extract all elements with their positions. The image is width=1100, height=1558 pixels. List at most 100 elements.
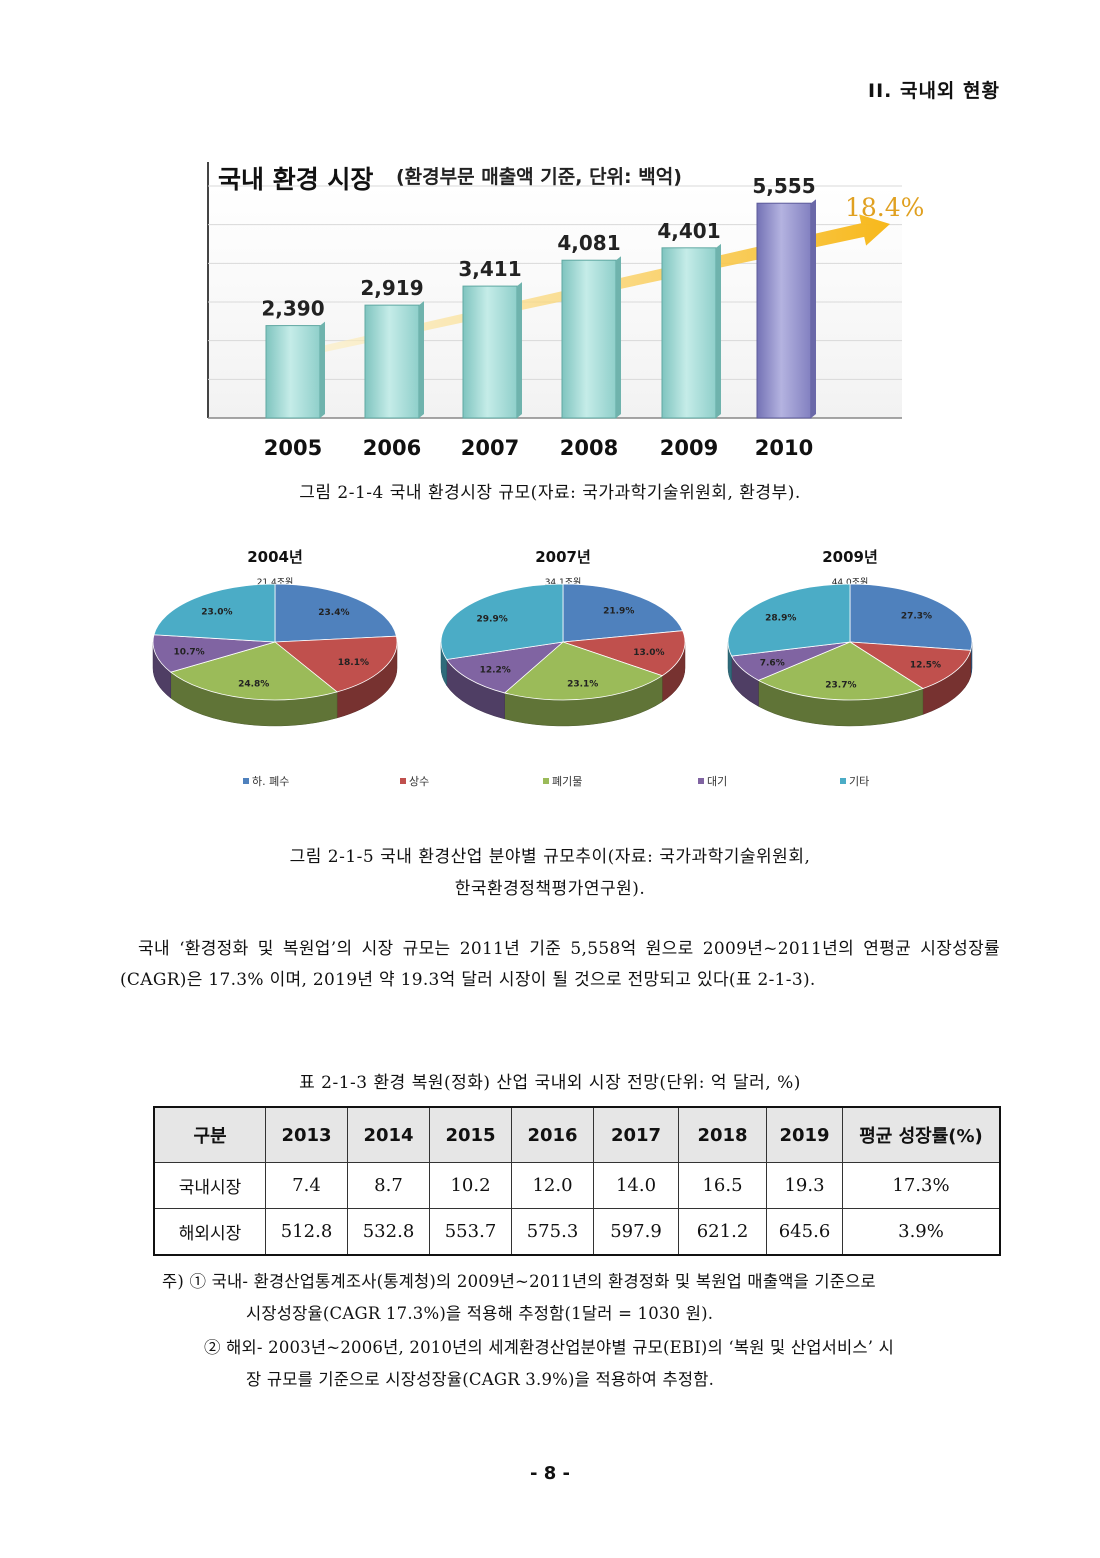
figure-caption-2-line2: 한국환경정책평가연구원).	[454, 879, 646, 899]
pie-total: 44.0조원	[832, 577, 869, 588]
table-cell: 3.9%	[842, 1208, 1001, 1256]
table-header-cell: 2019	[766, 1106, 843, 1163]
bar-value-label: 4,081	[557, 231, 620, 255]
table-cell: 12.0	[511, 1162, 594, 1209]
pie-slice-상수	[273, 635, 398, 693]
pie-slice-폐기물	[503, 641, 664, 701]
x-tick-label: 2008	[560, 436, 618, 460]
pie-slice-대기	[152, 634, 276, 673]
table-header-row: 구분 2013 2014 2015 2016 2017 2018 2019 평균…	[153, 1106, 1001, 1163]
x-tick-label: 2007	[461, 436, 519, 460]
bar-value-label: 2,390	[261, 297, 324, 321]
body-paragraph: 국내 ‘환경정화 및 복원업’의 시장 규모는 2011년 기준 5,558억 …	[120, 934, 1000, 996]
bar-side	[616, 256, 621, 418]
legend-swatch	[543, 778, 549, 784]
table-cell: 597.9	[593, 1208, 679, 1256]
bar-side	[716, 243, 721, 418]
bar-2007	[462, 285, 518, 419]
x-tick-label: 2010	[755, 436, 813, 460]
note-2-line2: 장 규모를 기준으로 시장성장율(CAGR 3.9%)을 적용하여 추정함.	[246, 1370, 715, 1389]
table-cell: 해외시장	[153, 1208, 266, 1256]
table-cell: 621.2	[678, 1208, 767, 1256]
market-forecast-table: 구분 2013 2014 2015 2016 2017 2018 2019 평균…	[153, 1106, 1001, 1256]
table-caption: 표 2-1-3 환경 복원(정화) 산업 국내외 시장 전망(단위: 억 달러,…	[299, 1073, 801, 1093]
pie-total: 21.4조원	[257, 577, 294, 588]
table-cell: 14.0	[593, 1162, 679, 1209]
pie-legend: 하. 폐수 상수 폐기물 대기 기타	[243, 774, 869, 788]
pie-slice-label: 12.2%	[480, 666, 511, 676]
bar-value-label: 3,411	[458, 257, 521, 281]
pie-slice-하. 폐수	[562, 583, 684, 643]
table-header-cell: 평균 성장률(%)	[842, 1106, 1001, 1163]
bar-side	[419, 301, 424, 418]
pie-slice-폐기물	[169, 641, 338, 701]
note-1-line1: 주) ① 국내- 환경산업통계조사(통계청)의 2009년~2011년의 환경정…	[162, 1272, 876, 1291]
table-row: 국내시장 7.4 8.7 10.2 12.0 14.0 16.5 19.3 17…	[153, 1162, 1001, 1209]
x-tick-label: 2005	[264, 436, 322, 460]
pie-slice-label: 18.1%	[338, 658, 369, 668]
legend-swatch	[243, 778, 249, 784]
page-number: - 8 -	[530, 1463, 570, 1484]
bar-side	[517, 282, 522, 418]
pie-2009년: 2009년 44.0조원 27.3% 12.5% 23.7% 7.6% 28.9%	[727, 548, 973, 727]
bar-chart: 2,390 2005 2,919 2006 3,411 2007 4,081 2008 4,40…	[207, 162, 924, 460]
table-cell: 16.5	[678, 1162, 767, 1209]
table-cell: 19.3	[766, 1162, 843, 1209]
pie-2007년: 2007년 34.1조원 21.9% 13.0% 23.1% 12.2% 29.9%	[440, 548, 686, 727]
table-cell: 553.7	[429, 1208, 512, 1256]
bar-2009	[661, 247, 717, 419]
legend-label: 기타	[849, 775, 869, 788]
pie-slice-기타	[440, 583, 564, 660]
table-header-cell: 2015	[429, 1106, 512, 1163]
pie-slice-label: 12.5%	[910, 660, 941, 670]
legend-swatch	[840, 778, 846, 784]
legend-label: 하. 폐수	[252, 774, 289, 788]
table-cell: 512.8	[265, 1208, 348, 1256]
pie-2004년: 2004년 21.4조원 23.4% 18.1% 24.8% 10.7% 23.0%	[152, 548, 398, 727]
table-header-cell: 2016	[511, 1106, 594, 1163]
x-tick-label: 2006	[363, 436, 421, 460]
pie-slice-상수	[562, 630, 686, 677]
table-header-cell: 구분	[153, 1106, 266, 1163]
legend-swatch	[698, 778, 704, 784]
pie-slice-label: 24.8%	[238, 680, 269, 690]
pie-slice-기타	[153, 583, 276, 643]
legend-label: 상수	[409, 775, 429, 788]
table-cell: 575.3	[511, 1208, 594, 1256]
pie-slice-label: 29.9%	[477, 614, 508, 624]
figure-caption-2-line1: 그림 2-1-5 국내 환경산업 분야별 규모추이(자료: 국가과학기술위원회,	[289, 847, 811, 867]
table-cell: 10.2	[429, 1162, 512, 1209]
table-cell: 8.7	[347, 1162, 430, 1209]
bar-2005	[265, 325, 321, 419]
pie-slice-label: 28.9%	[765, 613, 796, 623]
growth-rate-label: 18.4%	[845, 193, 924, 222]
table-header-cell: 2018	[678, 1106, 767, 1163]
legend-swatch	[400, 778, 406, 784]
table-cell: 국내시장	[153, 1162, 266, 1209]
bar-chart-subtitle-text: (환경부문 매출액 기준, 단위: 백억)	[396, 166, 682, 188]
pie-slice-label: 10.7%	[173, 648, 204, 658]
pie-title: 2007년	[535, 548, 591, 566]
table-header-cell: 2014	[347, 1106, 430, 1163]
pie-slice-기타	[727, 583, 851, 657]
note-1-line2: 시장성장율(CAGR 17.3%)을 적용해 추정함(1달러 = 1030 원)…	[246, 1304, 714, 1323]
pie-slice-label: 23.7%	[825, 681, 856, 691]
pie-total: 34.1조원	[545, 577, 582, 588]
pie-slice-label: 21.9%	[603, 607, 634, 617]
pie-slice-label: 23.4%	[318, 608, 349, 618]
table-header-cell: 2013	[265, 1106, 348, 1163]
bar-side	[320, 321, 325, 418]
pie-title: 2004년	[247, 548, 303, 566]
pie-slice-label: 23.1%	[567, 680, 598, 690]
pie-slice-하. 폐수	[274, 583, 397, 643]
pie-title: 2009년	[822, 548, 878, 566]
bar-value-label: 5,555	[752, 174, 815, 198]
bar-side	[811, 199, 816, 418]
bar-2008	[561, 259, 617, 419]
bar-chart-title: 국내 환경 시장	[218, 165, 373, 194]
pie-slice-폐기물	[757, 641, 924, 701]
table-cell: 7.4	[265, 1162, 348, 1209]
pie-slice-하. 폐수	[849, 583, 973, 651]
x-tick-label: 2009	[660, 436, 718, 460]
bar-value-label: 2,919	[360, 276, 423, 300]
